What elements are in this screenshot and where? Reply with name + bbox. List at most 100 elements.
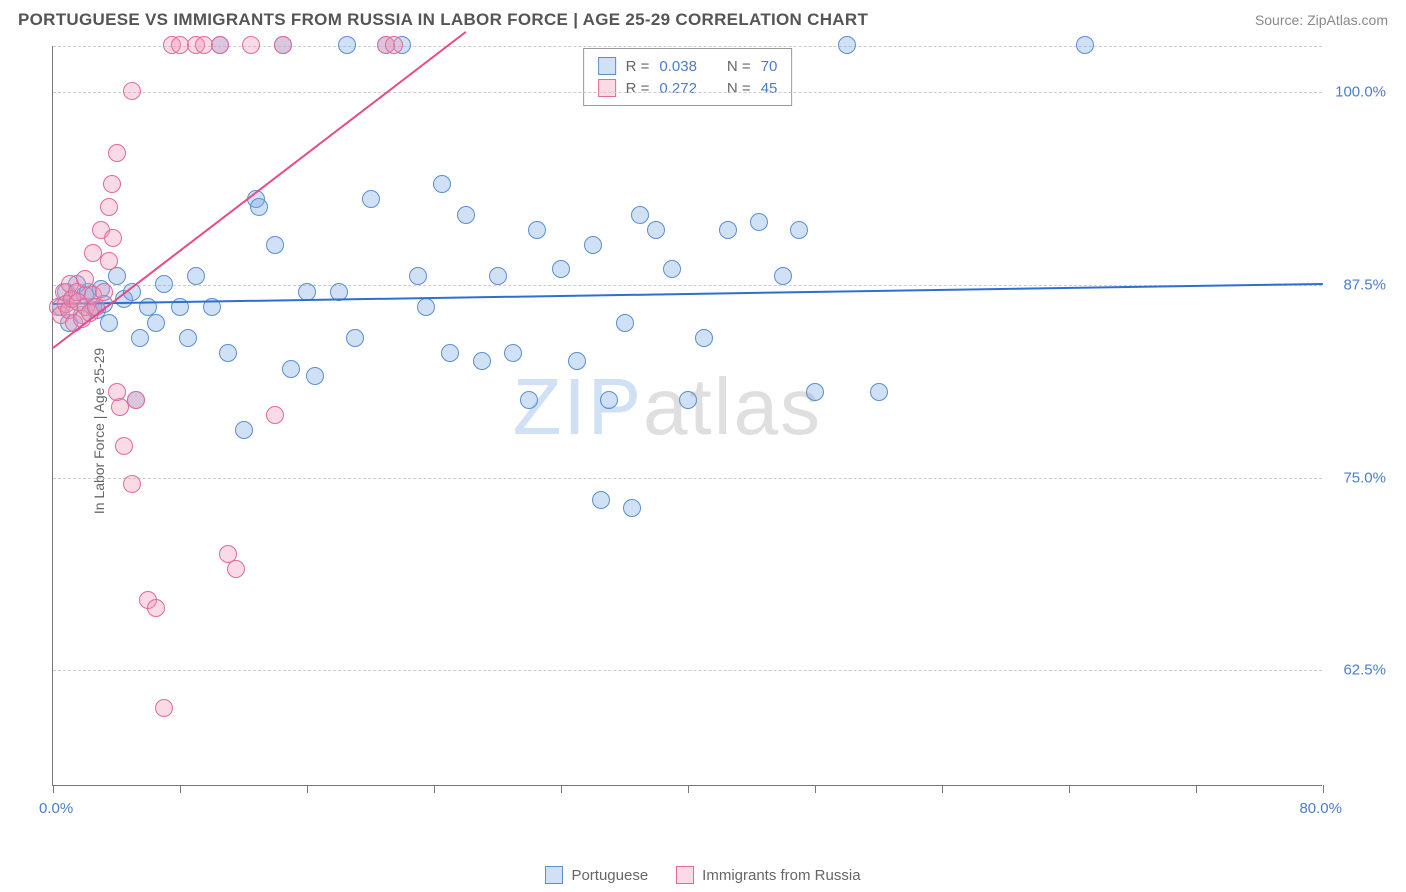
scatter-point	[623, 499, 641, 517]
scatter-point	[592, 491, 610, 509]
trend-line	[53, 283, 1323, 305]
scatter-point	[385, 36, 403, 54]
scatter-point	[219, 344, 237, 362]
n-value: 70	[761, 58, 778, 75]
scatter-point	[504, 344, 522, 362]
scatter-point	[187, 267, 205, 285]
x-tick	[1069, 785, 1070, 793]
legend-item: Immigrants from Russia	[676, 866, 860, 884]
scatter-point	[131, 329, 149, 347]
scatter-point	[600, 391, 618, 409]
gridline-h	[53, 478, 1322, 479]
scatter-point	[870, 383, 888, 401]
x-tick	[561, 785, 562, 793]
scatter-point	[155, 275, 173, 293]
scatter-point	[108, 267, 126, 285]
scatter-point	[346, 329, 364, 347]
chart-container: In Labor Force | Age 25-29 ZIPatlas R =0…	[46, 46, 1386, 816]
scatter-point	[127, 391, 145, 409]
legend-swatch	[676, 866, 694, 884]
x-axis-min-label: 0.0%	[39, 800, 73, 817]
scatter-point	[695, 329, 713, 347]
source-prefix: Source:	[1255, 12, 1307, 28]
scatter-point	[306, 367, 324, 385]
scatter-point	[838, 36, 856, 54]
scatter-point	[108, 383, 126, 401]
scatter-point	[647, 221, 665, 239]
scatter-point	[123, 82, 141, 100]
legend-label: Portuguese	[571, 867, 648, 884]
scatter-point	[520, 391, 538, 409]
chart-title: PORTUGUESE VS IMMIGRANTS FROM RUSSIA IN …	[18, 10, 868, 30]
scatter-point	[242, 36, 260, 54]
scatter-point	[1076, 36, 1094, 54]
plot-area: ZIPatlas R =0.038N =70R =0.272N =45 0.0%…	[52, 46, 1322, 786]
x-tick	[942, 785, 943, 793]
x-tick	[53, 785, 54, 793]
watermark-atlas: atlas	[643, 362, 822, 451]
x-axis-max-label: 80.0%	[1299, 800, 1342, 817]
scatter-point	[100, 198, 118, 216]
scatter-point	[100, 314, 118, 332]
scatter-point	[235, 421, 253, 439]
scatter-point	[679, 391, 697, 409]
legend-label: Immigrants from Russia	[702, 867, 860, 884]
watermark: ZIPatlas	[513, 361, 822, 453]
scatter-point	[774, 267, 792, 285]
scatter-point	[409, 267, 427, 285]
scatter-point	[123, 475, 141, 493]
scatter-point	[457, 206, 475, 224]
x-tick	[434, 785, 435, 793]
scatter-point	[631, 206, 649, 224]
scatter-point	[115, 437, 133, 455]
scatter-point	[103, 175, 121, 193]
legend-swatch	[545, 866, 563, 884]
scatter-point	[441, 344, 459, 362]
scatter-point	[108, 144, 126, 162]
x-tick	[307, 785, 308, 793]
scatter-point	[211, 36, 229, 54]
scatter-point	[750, 213, 768, 231]
scatter-point	[528, 221, 546, 239]
scatter-point	[104, 229, 122, 247]
x-tick	[688, 785, 689, 793]
scatter-point	[250, 198, 268, 216]
scatter-point	[552, 260, 570, 278]
r-label: R =	[626, 58, 650, 75]
n-label: N =	[727, 80, 751, 97]
correlation-legend: R =0.038N =70R =0.272N =45	[583, 48, 793, 106]
scatter-point	[790, 221, 808, 239]
scatter-point	[433, 175, 451, 193]
scatter-point	[227, 560, 245, 578]
r-label: R =	[626, 80, 650, 97]
scatter-point	[338, 36, 356, 54]
scatter-point	[806, 383, 824, 401]
x-tick	[815, 785, 816, 793]
scatter-point	[362, 190, 380, 208]
scatter-point	[663, 260, 681, 278]
n-value: 45	[761, 80, 778, 97]
scatter-point	[95, 283, 113, 301]
scatter-point	[179, 329, 197, 347]
scatter-point	[719, 221, 737, 239]
scatter-point	[616, 314, 634, 332]
correlation-row: R =0.272N =45	[598, 77, 778, 99]
source-link[interactable]: ZipAtlas.com	[1307, 12, 1388, 28]
y-tick-label: 62.5%	[1343, 662, 1386, 679]
gridline-h	[53, 92, 1322, 93]
scatter-point	[568, 352, 586, 370]
x-tick	[1323, 785, 1324, 793]
correlation-row: R = 0.038 N = 70	[598, 55, 778, 77]
legend-item: Portuguese	[545, 866, 648, 884]
y-tick-label: 100.0%	[1335, 84, 1386, 101]
scatter-point	[266, 236, 284, 254]
scatter-point	[147, 599, 165, 617]
legend-swatch	[598, 57, 616, 75]
scatter-point	[147, 314, 165, 332]
x-tick	[180, 785, 181, 793]
scatter-point	[155, 699, 173, 717]
n-label: N =	[727, 58, 751, 75]
r-value: 0.038	[659, 58, 697, 75]
scatter-point	[266, 406, 284, 424]
scatter-point	[489, 267, 507, 285]
